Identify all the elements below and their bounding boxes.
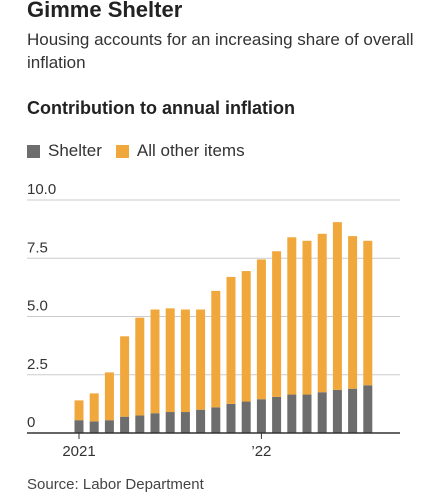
- bar-shelter: [120, 416, 130, 433]
- legend-item-other: All other items: [115, 141, 245, 161]
- bar-shelter: [104, 420, 114, 433]
- bar-other-items: [74, 400, 84, 421]
- y-tick-label: 5.0: [27, 298, 48, 315]
- bar-shelter: [317, 392, 327, 433]
- bar-other-items: [332, 222, 342, 390]
- y-tick-label: 10.0: [27, 181, 56, 198]
- legend-swatch-shelter: [27, 144, 40, 158]
- x-tick-label: ’22: [251, 443, 271, 460]
- bar-other-items: [363, 240, 373, 386]
- legend-swatch-other: [115, 144, 129, 158]
- bar-other-items: [272, 251, 282, 397]
- legend-label-other: All other items: [136, 141, 245, 160]
- bar-shelter: [287, 394, 297, 433]
- bar-shelter: [332, 389, 342, 433]
- bar-shelter: [180, 412, 190, 433]
- source-note: Source: Labor Department: [27, 476, 204, 493]
- bar-other-items: [104, 372, 114, 421]
- bar-shelter: [302, 394, 312, 433]
- bar-shelter: [74, 420, 84, 433]
- bar-other-items: [348, 236, 358, 389]
- bar-other-items: [165, 308, 175, 413]
- bar-shelter: [272, 396, 282, 433]
- bar-other-items: [211, 290, 221, 408]
- bar-shelter: [150, 413, 160, 433]
- bar-shelter: [196, 409, 206, 433]
- bar-shelter: [241, 401, 251, 433]
- y-tick-label: 2.5: [27, 356, 48, 373]
- y-tick-label: 7.5: [27, 239, 48, 256]
- bar-other-items: [180, 309, 190, 413]
- bar-other-items: [120, 336, 130, 417]
- bar-shelter: [135, 415, 145, 433]
- bar-shelter: [363, 385, 373, 433]
- bar-other-items: [150, 309, 160, 414]
- legend: Shelter All other items: [27, 141, 259, 161]
- bar-other-items: [287, 237, 297, 395]
- bar-other-items: [241, 271, 251, 402]
- bar-other-items: [89, 393, 99, 422]
- bar-shelter: [348, 388, 358, 433]
- bar-shelter: [211, 407, 221, 433]
- bar-other-items: [135, 317, 145, 416]
- bar-shelter: [165, 412, 175, 433]
- chart-title: Contribution to annual inflation: [27, 98, 295, 118]
- x-tick-label: 2021: [62, 443, 95, 460]
- bar-other-items: [302, 240, 312, 395]
- legend-item-shelter: Shelter: [27, 141, 102, 161]
- bar-other-items: [256, 259, 266, 400]
- headline: Gimme Shelter: [27, 0, 183, 22]
- bar-shelter: [256, 399, 266, 433]
- subheadline: Housing accounts for an increasing share…: [27, 30, 414, 72]
- bar-shelter: [89, 421, 99, 433]
- y-tick-label: 0: [27, 414, 35, 431]
- bar-shelter: [226, 403, 236, 433]
- bar-other-items: [226, 276, 236, 404]
- bar-other-items: [196, 309, 206, 410]
- legend-label-shelter: Shelter: [48, 141, 102, 160]
- bar-other-items: [317, 233, 327, 393]
